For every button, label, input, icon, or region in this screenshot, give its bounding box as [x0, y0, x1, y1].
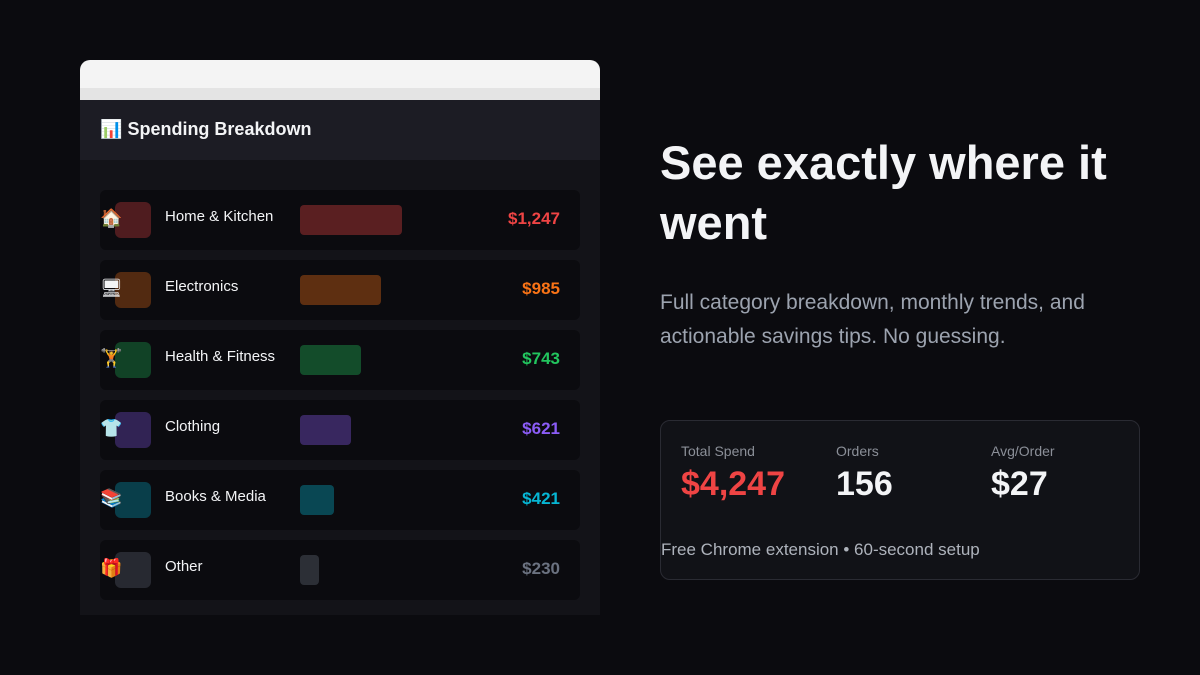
- icon-box: [115, 412, 151, 448]
- icon-box: [115, 482, 151, 518]
- category-row: 🖥 Electronics $985: [100, 260, 580, 320]
- category-name: Home & Kitchen: [165, 208, 274, 225]
- icon-box: [115, 202, 151, 238]
- stat-label: Orders: [836, 443, 879, 459]
- stat-value: 156: [836, 465, 893, 503]
- category-name: Clothing: [165, 418, 221, 435]
- icon-box: [115, 272, 151, 308]
- amount-label: $621: [522, 419, 560, 438]
- category-icon: 👕: [100, 418, 123, 438]
- category-icon: 🖥: [100, 278, 123, 298]
- breakdown-card: 📊 Spending Breakdown 🏠 Home & Kitchen $1,2…: [80, 60, 600, 615]
- stats-box: Free Chrome extension • 60-second setup …: [660, 420, 1140, 580]
- stat-label: Total Spend: [681, 443, 755, 459]
- amount-label: $743: [522, 349, 560, 368]
- amount-bar: [300, 555, 319, 585]
- amount-bar: [300, 205, 402, 235]
- amount-bar: [300, 415, 351, 445]
- category-row: 🎁 Other $230: [100, 540, 580, 600]
- stat-value: $4,247: [681, 465, 785, 503]
- title-icon: 📊: [100, 119, 123, 139]
- category-row: 🏋 Health & Fitness $743: [100, 330, 580, 390]
- category-name: Electronics: [165, 278, 239, 295]
- icon-box: [115, 342, 151, 378]
- stat-label: Avg/Order: [991, 443, 1055, 459]
- heading: See exactly where it went: [660, 136, 1107, 249]
- category-name: Other: [165, 558, 203, 575]
- amount-bar: [300, 275, 381, 305]
- title-text: Spending Breakdown: [127, 119, 312, 139]
- category-name: Health & Fitness: [165, 348, 276, 365]
- category-row: 👕 Clothing $621: [100, 400, 580, 460]
- icon-box: [115, 552, 151, 588]
- browser-bar: [80, 60, 600, 88]
- subtitle: Full category breakdown, monthly trends,…: [660, 291, 1085, 348]
- category-icon: 📚: [100, 488, 123, 508]
- amount-label: $985: [522, 279, 560, 298]
- category-icon: 🏠: [100, 208, 123, 228]
- card-header: 📊 Spending Breakdown: [80, 100, 600, 160]
- amount-bar: [300, 485, 335, 515]
- stat-value: $27: [991, 465, 1048, 503]
- amount-label: $230: [522, 559, 560, 578]
- amount-label: $421: [522, 489, 560, 508]
- category-row: 🏠 Home & Kitchen $1,247: [100, 190, 580, 250]
- category-row: 📚 Books & Media $421: [100, 470, 580, 530]
- category-icon: 🎁: [100, 558, 123, 578]
- amount-label: $1,247: [508, 209, 560, 228]
- amount-bar: [300, 345, 361, 375]
- category-icon: 🏋: [100, 348, 123, 368]
- footer-note: Free Chrome extension • 60-second setup: [661, 540, 980, 559]
- card-title: 📊 Spending Breakdown: [100, 119, 311, 140]
- browser-bar-edge: [80, 88, 600, 100]
- category-name: Books & Media: [165, 488, 266, 505]
